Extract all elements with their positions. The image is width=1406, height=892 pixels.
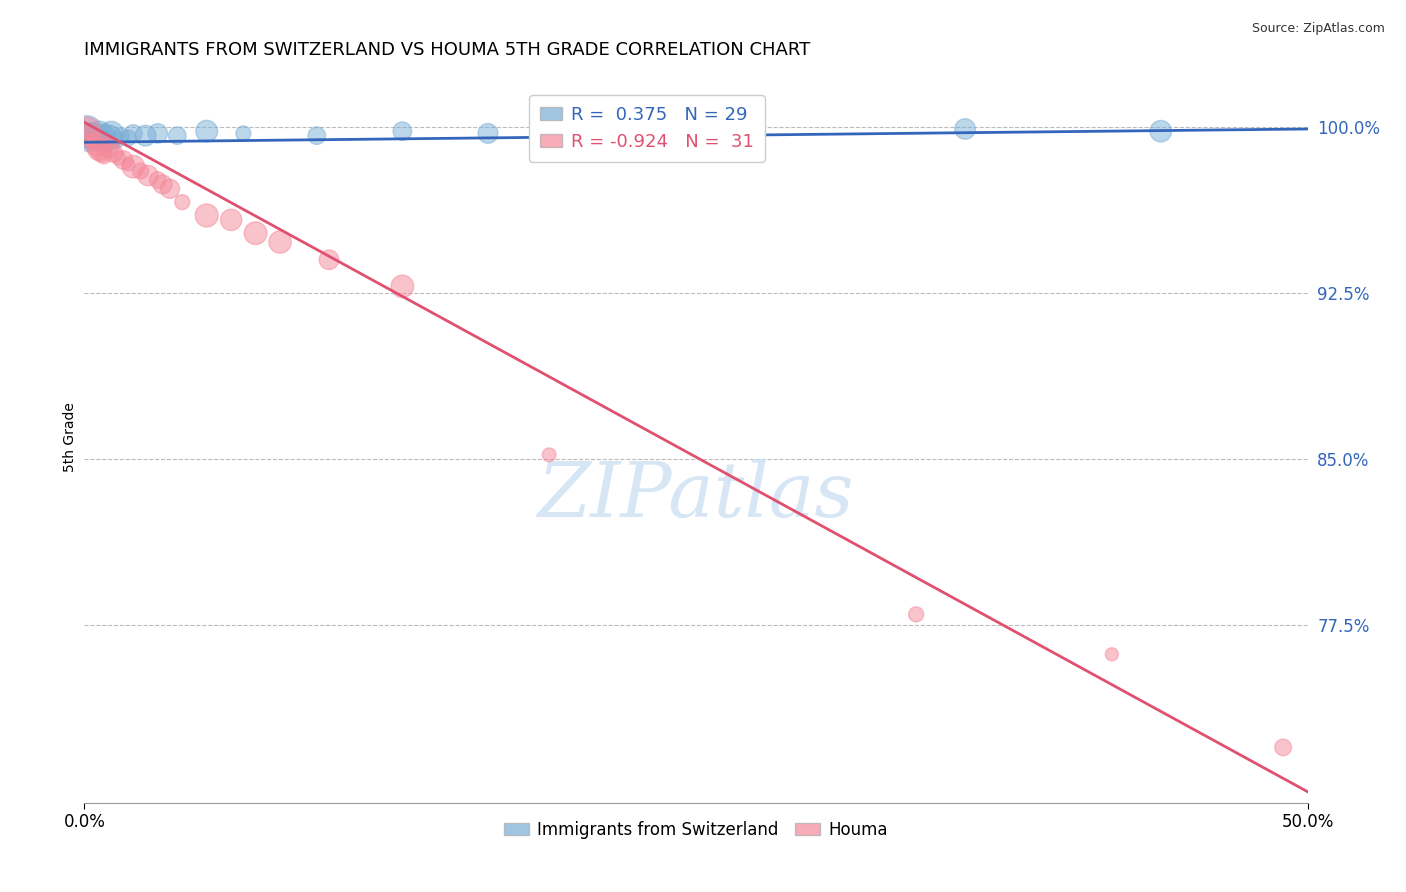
Point: [734, 124, 756, 138]
Point: [77, 133, 100, 147]
Point: [86, 137, 108, 152]
Point: [117, 131, 139, 145]
Point: [219, 212, 242, 227]
Point: [83, 136, 105, 150]
Point: [245, 226, 267, 240]
Point: [538, 448, 561, 462]
Point: [97, 139, 120, 153]
Point: [953, 122, 976, 136]
Point: [90, 133, 112, 147]
Point: [269, 235, 291, 249]
Y-axis label: 5th Grade: 5th Grade: [63, 402, 77, 472]
Point: [100, 127, 122, 141]
Point: [107, 151, 129, 165]
Point: [103, 146, 125, 161]
Point: [122, 160, 145, 174]
Point: [166, 128, 188, 143]
Legend: Immigrants from Switzerland, Houma: Immigrants from Switzerland, Houma: [498, 814, 894, 846]
Point: [1272, 740, 1295, 755]
Point: [76, 124, 98, 138]
Point: [146, 173, 169, 187]
Point: [905, 607, 928, 622]
Point: [305, 128, 328, 143]
Point: [172, 195, 194, 210]
Point: [152, 178, 174, 192]
Point: [105, 133, 128, 147]
Point: [86, 128, 108, 143]
Point: [195, 209, 218, 223]
Point: [159, 182, 181, 196]
Point: [96, 136, 118, 150]
Point: [87, 142, 110, 156]
Point: [391, 279, 413, 293]
Point: [93, 128, 115, 143]
Point: [146, 127, 169, 141]
Text: Source: ZipAtlas.com: Source: ZipAtlas.com: [1251, 22, 1385, 36]
Point: [1101, 648, 1123, 662]
Point: [77, 128, 100, 143]
Point: [77, 128, 100, 143]
Text: ZIPatlas: ZIPatlas: [537, 458, 855, 533]
Point: [391, 124, 413, 138]
Point: [110, 128, 132, 143]
Point: [318, 252, 340, 267]
Point: [117, 157, 139, 171]
Point: [112, 153, 135, 167]
Point: [135, 128, 157, 143]
Point: [90, 144, 112, 158]
Point: [80, 136, 103, 150]
Point: [122, 127, 145, 141]
Point: [232, 127, 254, 141]
Point: [96, 137, 118, 152]
Point: [195, 124, 218, 138]
Point: [76, 124, 98, 138]
Point: [93, 148, 115, 162]
Text: IMMIGRANTS FROM SWITZERLAND VS HOUMA 5TH GRADE CORRELATION CHART: IMMIGRANTS FROM SWITZERLAND VS HOUMA 5TH…: [84, 41, 811, 59]
Point: [136, 169, 159, 183]
Point: [477, 127, 499, 141]
Point: [83, 124, 105, 138]
Point: [1150, 124, 1173, 138]
Point: [97, 131, 120, 145]
Point: [80, 127, 103, 141]
Point: [87, 127, 110, 141]
Point: [562, 127, 585, 141]
Point: [80, 133, 103, 147]
Point: [129, 164, 152, 178]
